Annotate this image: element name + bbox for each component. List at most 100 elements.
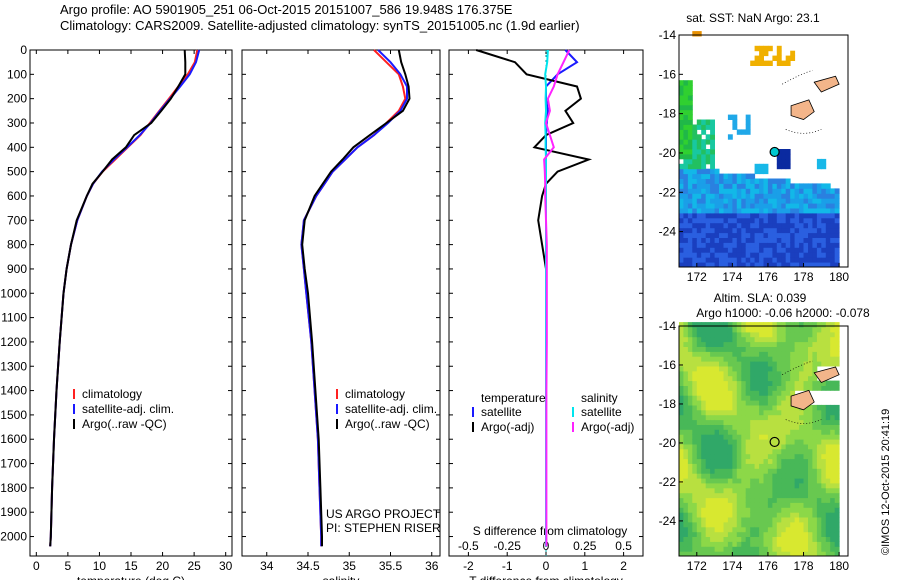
map-cell [785,237,791,243]
map-cell [750,551,756,557]
map-cell [679,497,684,503]
map-cell [763,242,769,248]
map-cell [719,551,724,557]
x2-axis-label: S difference from climatology [473,524,628,538]
map-cell [754,361,760,367]
x2-tick-label: -0.5 [458,539,479,553]
map-cell [705,237,711,243]
map-cell [759,434,764,440]
map-cell [767,336,773,343]
map-cell [736,237,742,243]
map-cell [732,492,738,499]
map-cell [821,512,827,518]
map-cell [719,404,724,411]
map-cell [754,380,760,386]
map-cell [679,419,684,425]
map-cell [696,536,702,542]
map-cell [785,322,791,328]
map-cell [692,434,698,440]
map-cell [830,252,836,258]
map-cell [710,322,715,328]
map-cell [794,492,800,499]
map-cell [767,468,773,474]
map-cell [719,458,724,464]
map-cell [830,351,836,357]
map-cell [834,463,840,469]
map-cell [759,375,764,382]
map-cell [799,247,804,253]
map-cell [745,198,751,204]
map-cell [767,551,773,557]
map-cell [794,419,800,425]
map-cell [732,478,738,484]
map-cell [754,341,760,347]
map-cell [834,439,840,445]
map-cell [745,351,751,357]
map-cell [679,153,684,160]
map-cell [723,395,729,401]
map-cell [803,341,809,347]
map-cell [808,242,813,248]
map-cell [687,434,693,440]
map-cell [696,208,702,214]
map-cell [745,222,751,229]
map-cell [705,361,711,367]
map-cell [710,193,715,199]
map-cell [767,370,773,377]
map-cell [736,551,742,557]
island-viti-levu [790,99,815,120]
map-cell [732,536,738,542]
map-cell [732,173,738,179]
map-cell [825,458,831,464]
map-cell [803,193,809,199]
map-cell [727,521,733,528]
map-cell [776,443,782,450]
map-cell [683,507,689,513]
map-cell [767,443,773,450]
map-cell [687,90,693,96]
map-cell [812,414,818,421]
map-cell [696,183,702,189]
map-cell [776,158,782,165]
y-tick-label: 1300 [0,359,27,373]
map-cell [825,346,831,352]
map-cell [830,492,836,499]
map-cell [741,262,747,268]
map-cell [794,453,800,460]
map-cell [741,208,747,214]
map-cell [710,521,715,528]
map-cell [821,497,827,503]
map-cell [732,222,738,229]
map-cell [745,541,751,547]
map-cell [776,521,782,528]
map-cell [794,198,800,204]
map-cell [679,468,684,474]
map-cell [772,419,778,425]
map-cell [705,414,711,421]
map-cell [759,341,764,347]
map-cell [763,463,769,469]
map-cell [719,257,724,263]
map-cell [687,237,693,243]
map-cell [785,546,791,552]
map-cell [816,242,822,248]
map-cell [701,153,707,160]
map-cell [736,370,742,377]
map-cell [759,385,764,391]
map-cell [714,336,720,343]
map-cell [732,257,738,263]
map-cell [719,217,724,224]
map-cell [750,242,756,248]
map-cell [745,356,751,362]
map-cell [750,252,756,258]
map-cell [692,173,698,179]
map-cell [759,482,764,489]
map-cell [825,262,831,268]
map-cell [825,439,831,445]
map-cell [830,361,836,367]
map-cell [763,409,769,416]
map-cell [750,346,756,352]
x-tick-label: 178 [794,559,814,573]
map-cell [710,257,715,263]
map-cell [812,198,818,204]
